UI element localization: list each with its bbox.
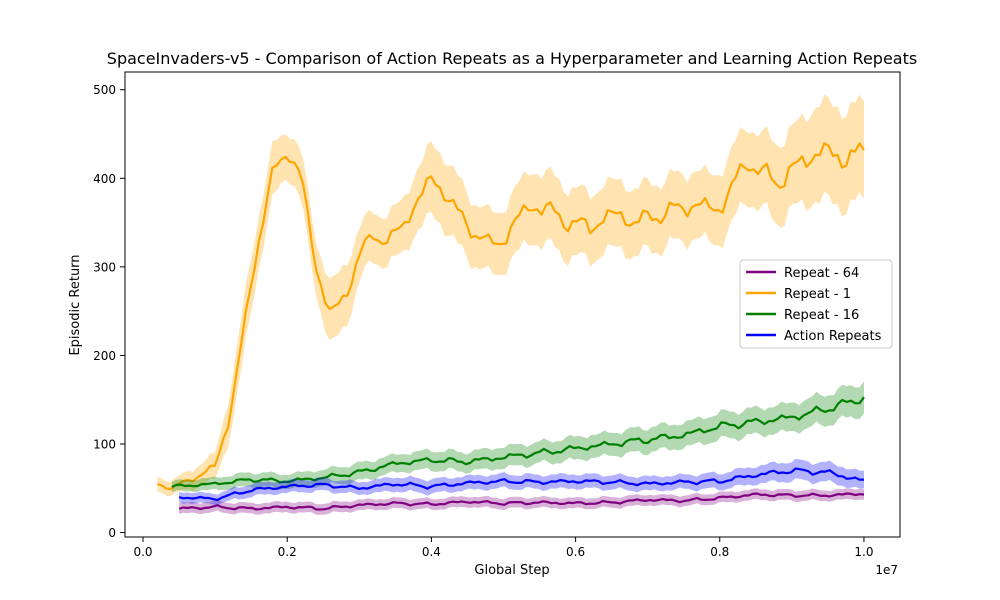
x-tick-label: 0.2 <box>278 545 297 559</box>
series-line-1 <box>157 142 865 491</box>
x-tick-label: 0.6 <box>566 545 585 559</box>
legend: Repeat - 64 Repeat - 1 Repeat - 16 Action R… <box>739 259 893 349</box>
y-tick-label: 400 <box>93 172 116 186</box>
x-axis-label: Global Step <box>474 563 549 578</box>
y-axis-label: Episodic Return <box>68 254 83 355</box>
y-tick-label: 300 <box>93 260 116 274</box>
legend-entry: Action Repeats <box>784 329 882 344</box>
series-line-2 <box>171 396 865 488</box>
legend-box <box>739 259 893 349</box>
y-tick-label: 0 <box>108 526 116 540</box>
x-tick-label: 0.4 <box>422 545 441 559</box>
legend-entry: Repeat - 64 <box>784 266 859 281</box>
x-tick-label: 0.0 <box>133 545 152 559</box>
plot-frame <box>124 71 901 538</box>
legend-entry: Repeat - 1 <box>784 287 851 302</box>
x-axis-offset-label: 1e7 <box>875 563 898 577</box>
series-band-2 <box>171 381 864 493</box>
y-tick-label: 100 <box>93 438 116 452</box>
y-tick-label: 200 <box>93 349 116 363</box>
plot-area <box>157 94 865 515</box>
series-band-1 <box>157 94 864 497</box>
x-tick-label: 0.8 <box>710 545 729 559</box>
x-tick-label: 1.0 <box>854 545 873 559</box>
y-axis: 0 100 200 300 400 500 <box>93 83 125 540</box>
y-tick-label: 500 <box>93 83 116 97</box>
chart-title: SpaceInvaders-v5 - Comparison of Action … <box>107 49 917 68</box>
x-axis: 0.0 0.2 0.4 0.6 0.8 1.0 <box>133 537 874 559</box>
series-line-0 <box>178 492 865 511</box>
legend-entry: Repeat - 16 <box>784 308 859 323</box>
series-line-3 <box>178 467 865 502</box>
